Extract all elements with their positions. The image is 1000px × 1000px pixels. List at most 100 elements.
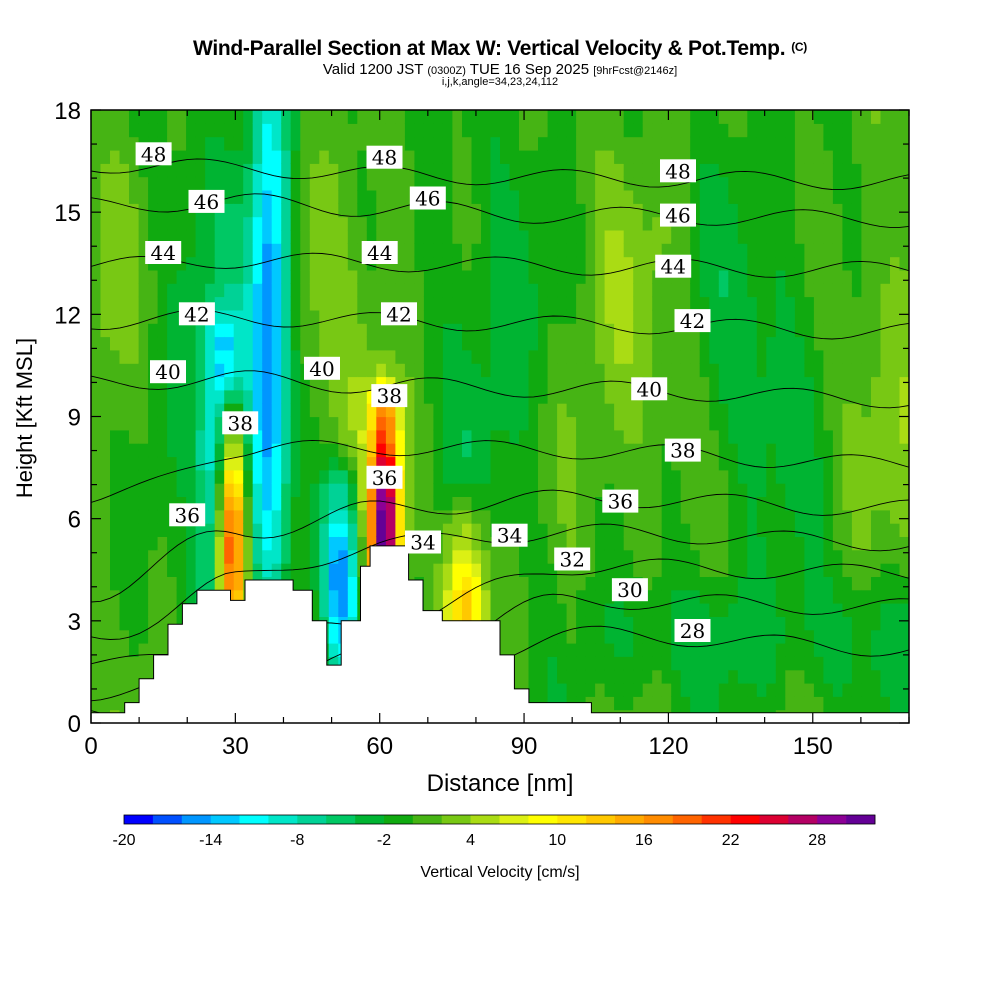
w-cell [262, 203, 273, 218]
w-cell [138, 616, 149, 631]
w-cell [804, 269, 815, 284]
w-cell [138, 443, 149, 458]
w-cell [110, 323, 121, 338]
w-cell [842, 283, 853, 298]
w-cell [442, 589, 453, 604]
w-cell [319, 456, 330, 471]
w-cell [623, 563, 634, 577]
w-cell [319, 203, 330, 218]
w-cell [899, 296, 909, 311]
theta-label: 30 [617, 578, 642, 602]
w-cell [718, 576, 729, 591]
w-cell [509, 163, 520, 178]
theta-label: 40 [155, 360, 180, 384]
w-cell [538, 549, 549, 564]
w-cell [576, 229, 587, 244]
w-cell [528, 363, 539, 378]
w-cell [642, 549, 653, 564]
w-cell [661, 523, 672, 537]
w-cell [471, 256, 482, 271]
w-cell [290, 456, 301, 471]
w-cell [509, 589, 520, 604]
w-cell [328, 163, 339, 178]
w-cell [433, 269, 444, 284]
w-cell [395, 376, 406, 391]
w-cell [91, 203, 102, 218]
w-cell [899, 523, 909, 537]
w-cell [699, 150, 710, 164]
w-cell [718, 349, 729, 364]
w-cell [604, 176, 615, 191]
w-cell [576, 616, 587, 631]
w-cell [832, 589, 843, 604]
w-cell [167, 336, 178, 351]
w-cell [300, 190, 311, 204]
w-cell [176, 150, 187, 164]
w-cell [433, 549, 444, 564]
w-cell [652, 323, 663, 338]
w-cell [195, 429, 206, 444]
w-cell [262, 229, 273, 244]
w-cell [347, 269, 358, 284]
w-cell [205, 416, 216, 431]
w-cell [899, 696, 909, 711]
w-cell [490, 283, 501, 298]
w-cell [899, 309, 909, 324]
w-cell [538, 229, 549, 244]
w-cell [366, 283, 377, 298]
w-cell [661, 283, 672, 298]
w-cell [138, 296, 149, 311]
w-cell [271, 136, 282, 151]
w-cell [376, 456, 387, 471]
w-cell [186, 456, 197, 471]
w-cell [699, 549, 710, 564]
w-cell [347, 163, 358, 178]
w-cell [91, 696, 102, 711]
w-cell [728, 123, 739, 138]
w-cell [633, 549, 644, 564]
w-cell [481, 296, 492, 311]
w-cell [557, 150, 568, 164]
w-cell [785, 376, 796, 391]
w-cell [100, 483, 111, 497]
w-cell [832, 563, 843, 577]
w-cell [509, 296, 520, 311]
w-cell [262, 509, 273, 524]
w-cell [794, 696, 805, 711]
w-cell [252, 110, 263, 124]
w-cell [614, 203, 625, 218]
w-cell [871, 443, 882, 458]
w-cell [813, 163, 824, 178]
w-cell [728, 269, 739, 284]
y-tick-label: 18 [54, 98, 81, 125]
w-cell [224, 229, 235, 244]
w-cell [471, 563, 482, 577]
colorbar-swatch [817, 815, 847, 824]
w-cell [205, 336, 216, 351]
w-cell [338, 376, 349, 391]
w-cell [300, 216, 311, 231]
w-cell [186, 563, 197, 577]
w-cell [880, 549, 891, 564]
w-cell [823, 309, 834, 324]
w-cell [604, 203, 615, 218]
w-cell [224, 563, 235, 577]
w-cell [585, 256, 596, 271]
w-cell [338, 283, 349, 298]
w-cell [576, 123, 587, 138]
w-cell [376, 216, 387, 231]
w-cell [138, 376, 149, 391]
w-cell [576, 256, 587, 271]
w-cell [785, 323, 796, 338]
w-cell [766, 176, 777, 191]
w-cell [100, 656, 111, 671]
w-cell [547, 363, 558, 378]
w-cell [519, 549, 530, 564]
w-cell [661, 603, 672, 617]
w-cell [823, 336, 834, 351]
w-cell [157, 443, 168, 458]
w-cell [576, 403, 587, 418]
w-cell [766, 110, 777, 124]
w-cell [167, 110, 178, 124]
w-cell [785, 603, 796, 617]
